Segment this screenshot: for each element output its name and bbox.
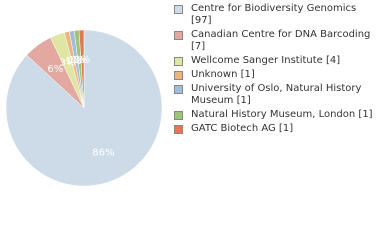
legend-swatch bbox=[174, 125, 183, 134]
legend-label: University of Oslo, Natural History Muse… bbox=[191, 83, 362, 106]
legend-swatch bbox=[174, 31, 183, 40]
legend-swatch bbox=[174, 85, 183, 94]
legend: Centre for Biodiversity Genomics [97] Can… bbox=[172, 3, 378, 137]
legend-label: Wellcome Sanger Institute [4] bbox=[191, 55, 341, 66]
legend-label: Natural History Museum, London [1] bbox=[191, 109, 373, 120]
legend-label: Centre for Biodiversity Genomics [97] bbox=[191, 3, 357, 26]
legend-item: University of Oslo, Natural History Muse… bbox=[172, 83, 378, 107]
slice-label: 6% bbox=[47, 64, 63, 75]
legend-item: Unknown [1] bbox=[172, 69, 378, 81]
slice-label: 1% bbox=[68, 55, 84, 66]
legend-item: Wellcome Sanger Institute [4] bbox=[172, 55, 378, 67]
pie-slice bbox=[78, 29, 85, 109]
slice-label: 3% bbox=[60, 58, 76, 69]
pie-slice bbox=[5, 29, 163, 187]
legend-label: GATC Biotech AG [1] bbox=[191, 123, 294, 134]
legend-label: Unknown [1] bbox=[191, 69, 255, 80]
legend-swatch bbox=[174, 111, 183, 120]
legend-item: Canadian Centre for DNA Barcoding [7] bbox=[172, 29, 378, 53]
slice-label: 1% bbox=[75, 55, 91, 66]
legend-swatch bbox=[174, 5, 183, 14]
legend-label: Canadian Centre for DNA Barcoding [7] bbox=[191, 29, 371, 52]
legend-swatch bbox=[174, 57, 183, 66]
slice-label: 1% bbox=[65, 56, 81, 67]
slice-label: 1% bbox=[71, 55, 87, 66]
legend-item: GATC Biotech AG [1] bbox=[172, 123, 378, 135]
pie: 86%6%3%1%1%1%1% bbox=[5, 29, 163, 187]
legend-item: Centre for Biodiversity Genomics [97] bbox=[172, 3, 378, 27]
slice-label: 86% bbox=[92, 147, 114, 158]
legend-item: Natural History Museum, London [1] bbox=[172, 109, 378, 121]
legend-swatch bbox=[174, 71, 183, 80]
